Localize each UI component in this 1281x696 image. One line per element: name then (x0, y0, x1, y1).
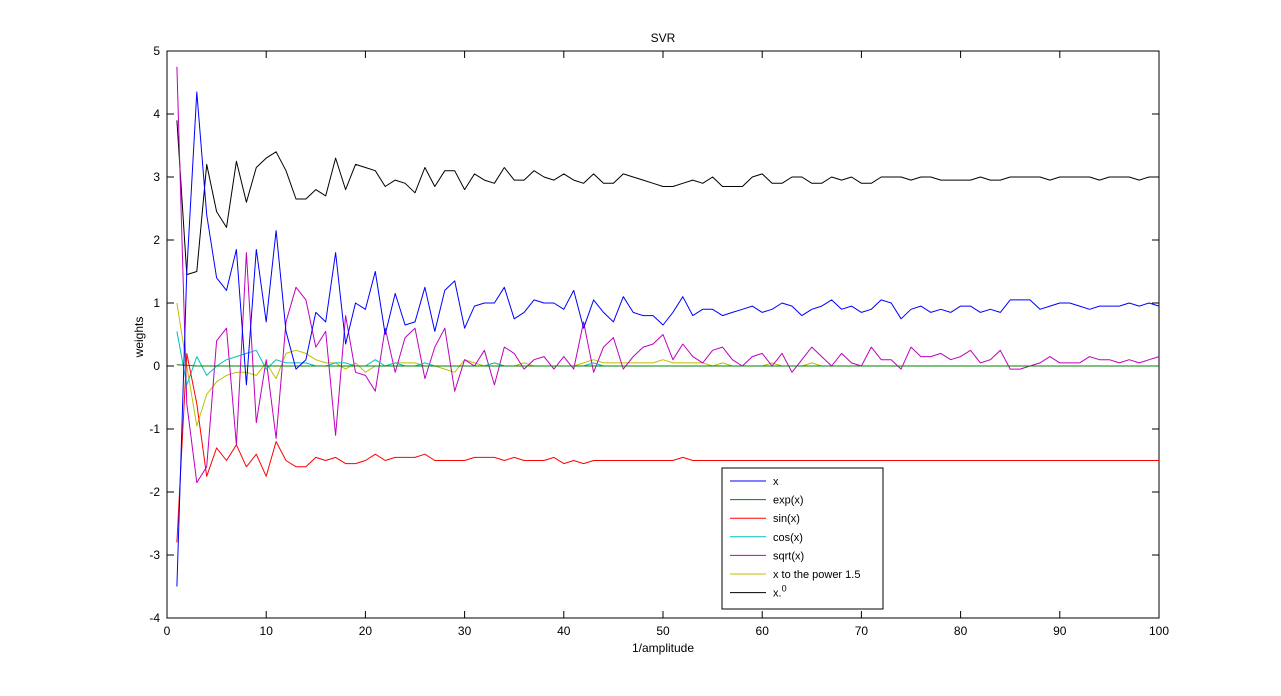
x-tick-label: 70 (855, 624, 869, 638)
y-tick-label: -1 (149, 422, 160, 436)
x-tick-label: 90 (1053, 624, 1067, 638)
y-axis-label: weights (132, 317, 146, 359)
x-tick-label: 30 (458, 624, 472, 638)
x-tick-label: 50 (656, 624, 670, 638)
legend: x exp(x) sin(x) cos(x) sqrt(x) x to the power… (721, 467, 884, 610)
series-line-exp-x- (176, 364, 1159, 367)
legend-label: exp(x) (773, 495, 804, 507)
y-tick-label: 5 (153, 44, 160, 58)
x-tick-label: 10 (260, 624, 274, 638)
axes: 0 10 20 30 40 50 60 70 80 90 100 -4 -3 -2 -1 0 1 2 3 4 5 (149, 44, 1169, 638)
y-tick-label: 2 (153, 233, 160, 247)
legend-label: sin(x) (773, 513, 800, 525)
series-line-sqrt-x- (176, 66, 1160, 484)
legend-label: sqrt(x) (773, 550, 804, 562)
series-line-x (176, 91, 1160, 587)
x-tick-label: 60 (756, 624, 770, 638)
x-tick-label: 40 (557, 624, 571, 638)
x-axis-label: 1/amplitude (632, 641, 694, 655)
x-tick-label: 0 (164, 624, 171, 638)
y-tick-label: -3 (149, 548, 160, 562)
y-tick-label: 4 (153, 107, 160, 121)
series-line-sin-x- (176, 352, 1159, 543)
x-tick-label: 80 (954, 624, 968, 638)
legend-label: x (773, 476, 779, 488)
y-tick-label: -2 (149, 485, 160, 499)
y-tick-label: -4 (149, 611, 160, 625)
legend-box (721, 467, 884, 610)
y-tick-label: 0 (153, 359, 160, 373)
y-tick-label: 1 (153, 296, 160, 310)
x-tick-label: 20 (359, 624, 373, 638)
x-tick-label: 100 (1149, 624, 1169, 638)
series-layer (176, 66, 1160, 587)
legend-label: cos(x) (773, 532, 803, 544)
chart-title: SVR (651, 31, 676, 45)
y-tick-label: 3 (153, 170, 160, 184)
legend-label: x to the power 1.5 (773, 569, 860, 581)
series-line-x-0 (176, 120, 1159, 276)
